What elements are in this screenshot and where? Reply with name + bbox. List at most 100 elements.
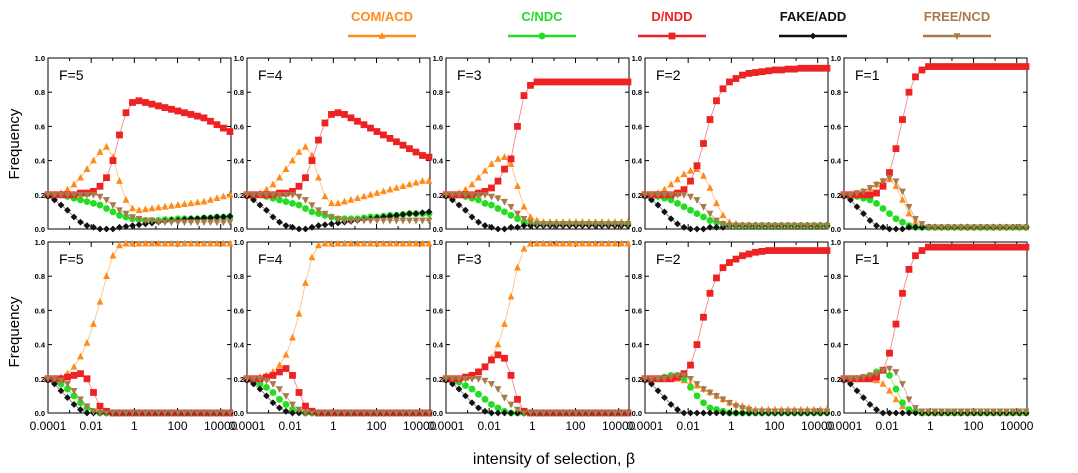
panel-bottom-f-5: 0.0 0.2 0.4 0.6 0.8 1.0 0.0001 0.01 1 100 10000 F=5 — [30, 238, 238, 433]
series-line — [844, 66, 1026, 196]
data-point — [194, 112, 201, 120]
data-point — [103, 272, 110, 279]
data-point — [706, 223, 714, 231]
data-point — [598, 221, 606, 228]
data-point — [791, 247, 798, 254]
y-tick-label: 0.8 — [632, 272, 642, 281]
data-point — [200, 197, 208, 205]
data-point — [399, 211, 407, 218]
data-point — [263, 383, 270, 391]
data-point — [347, 217, 355, 225]
series-line — [645, 67, 827, 196]
data-point — [957, 63, 965, 70]
data-point — [367, 410, 374, 417]
x-tick-label: 0.01 — [278, 419, 302, 433]
data-point — [269, 399, 277, 407]
data-point — [276, 218, 283, 226]
x-tick-label: 0.01 — [477, 419, 501, 433]
data-point — [618, 410, 625, 417]
data-point — [680, 170, 688, 178]
data-point — [860, 394, 867, 402]
data-point — [282, 401, 290, 408]
data-point — [282, 192, 290, 199]
data-point — [771, 247, 779, 254]
data-point — [135, 206, 143, 213]
data-point — [103, 142, 110, 150]
data-point — [804, 408, 811, 416]
data-point — [181, 109, 188, 117]
data-point — [598, 78, 606, 86]
data-point — [700, 313, 707, 321]
data-point — [406, 239, 413, 247]
data-point — [406, 217, 413, 225]
data-point — [168, 410, 175, 417]
data-point — [598, 410, 606, 417]
data-point — [687, 193, 694, 201]
data-point — [938, 243, 945, 251]
data-point — [488, 160, 495, 167]
data-point — [520, 215, 528, 223]
data-point — [706, 210, 714, 218]
data-point — [226, 212, 234, 220]
data-point — [624, 410, 632, 417]
data-point — [892, 320, 900, 328]
data-point — [618, 239, 625, 247]
data-point — [289, 223, 296, 231]
panel-bottom-f-4: 0.0 0.2 0.4 0.6 0.8 1.0 0.0001 0.01 1 100 10000 F=4 — [229, 238, 437, 433]
data-point — [155, 203, 162, 211]
data-point — [226, 410, 234, 417]
data-point — [501, 320, 508, 327]
data-point — [213, 194, 221, 202]
data-point — [1016, 224, 1023, 232]
data-point — [90, 389, 97, 396]
data-point — [308, 202, 316, 210]
data-point — [367, 190, 374, 198]
data-point — [129, 410, 136, 417]
data-point — [520, 410, 528, 417]
data-point — [168, 201, 175, 209]
data-point — [83, 222, 91, 229]
data-point — [462, 185, 469, 193]
data-point — [899, 188, 906, 196]
data-point — [713, 393, 720, 400]
data-point — [475, 192, 482, 199]
data-point — [334, 239, 342, 247]
data-point — [161, 219, 169, 227]
data-point — [161, 239, 169, 247]
data-point — [282, 165, 290, 172]
data-point — [187, 410, 195, 417]
panel-top-f-3: 0.0 0.2 0.4 0.6 0.8 1.0 F=3 — [433, 54, 632, 234]
data-point — [308, 253, 316, 261]
data-point — [661, 376, 668, 383]
data-point — [207, 239, 214, 247]
data-point — [674, 192, 681, 199]
data-point — [321, 119, 329, 127]
data-point — [706, 409, 714, 417]
panel-label: F=5 — [59, 251, 84, 267]
data-point — [951, 243, 958, 251]
data-point — [899, 399, 906, 407]
data-point — [360, 410, 368, 417]
data-point — [334, 219, 342, 227]
data-point — [174, 410, 182, 417]
data-point — [425, 217, 433, 225]
data-point — [276, 196, 283, 204]
data-point — [758, 408, 766, 416]
data-point — [873, 181, 880, 189]
data-point — [739, 252, 746, 260]
data-point — [468, 180, 476, 188]
data-point — [70, 192, 78, 199]
data-point — [64, 381, 71, 388]
data-point — [977, 224, 984, 232]
data-point — [514, 123, 521, 130]
data-point — [90, 199, 97, 207]
data-point — [142, 410, 149, 417]
data-point — [494, 195, 502, 203]
panel-top-f-4: 0.0 0.2 0.4 0.6 0.8 1.0 F=4 — [234, 54, 433, 234]
y-tick-label: 0.0 — [35, 225, 45, 234]
data-point — [983, 243, 991, 251]
data-point — [501, 198, 508, 206]
data-point — [912, 215, 919, 223]
data-point — [194, 239, 201, 247]
